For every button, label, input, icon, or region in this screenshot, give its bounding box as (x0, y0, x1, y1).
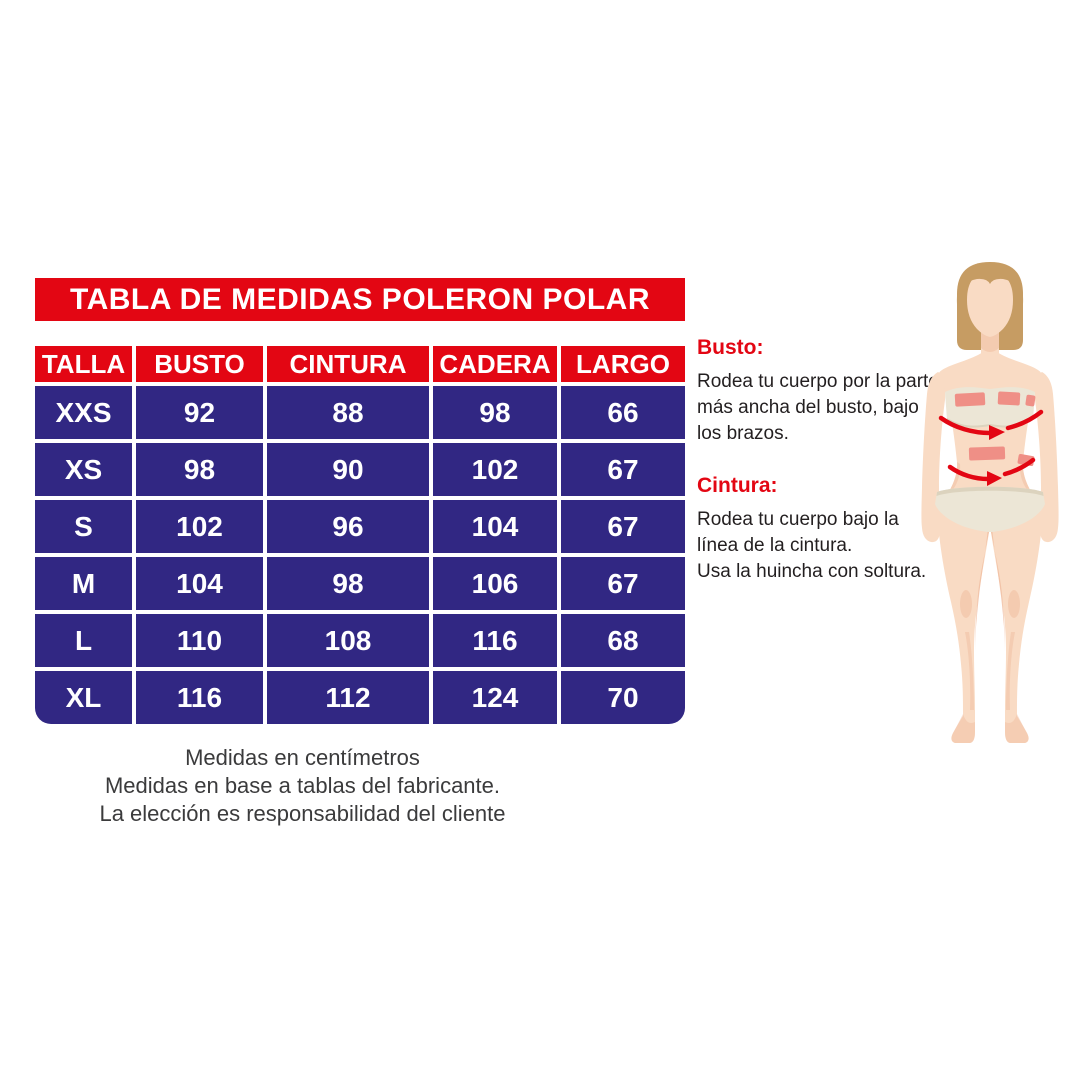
header-cell-cadera: CADERA (433, 346, 557, 382)
waist-instruction-block: Cintura: Rodea tu cuerpo bajo la línea d… (697, 474, 941, 585)
value-cell: 110 (136, 614, 263, 667)
bust-instruction-text: Rodea tu cuerpo por la parte más ancha d… (697, 371, 939, 444)
bust-tape-segment-3 (1025, 394, 1036, 407)
bust-measure-arrow (938, 409, 1044, 440)
left-shin-shadow (965, 632, 974, 710)
header-cell-talla: TALLA (35, 346, 132, 382)
value-cell: 66 (561, 386, 685, 439)
hair-front (956, 264, 1024, 304)
bust-heading: Busto: (697, 336, 764, 359)
waist-heading: Cintura: (697, 474, 778, 497)
waist-measure-arrow (947, 457, 1036, 486)
size-cell: L (35, 614, 132, 667)
size-cell: XXS (35, 386, 132, 439)
right-foot-shadow (1005, 714, 1029, 743)
value-cell: 98 (267, 557, 429, 610)
value-cell: 98 (136, 443, 263, 496)
value-cell: 68 (561, 614, 685, 667)
measuring-instructions: Busto: Rodea tu cuerpo por la parte más … (697, 336, 941, 585)
right-leg (990, 507, 1043, 743)
value-cell: 102 (136, 500, 263, 553)
value-cell: 92 (136, 386, 263, 439)
value-cell: 104 (433, 500, 557, 553)
woman-figure-illustration (895, 252, 1080, 752)
value-cell: 106 (433, 557, 557, 610)
value-cell: 102 (433, 443, 557, 496)
underwear (935, 486, 1045, 532)
footnote-units: Medidas en centímetros (185, 745, 420, 770)
footnote-source: Medidas en base a tablas del fabricante. (104, 773, 501, 798)
value-cell: 88 (267, 386, 429, 439)
left-foot-shadow (951, 714, 975, 743)
header-cell-largo: LARGO (561, 346, 685, 382)
right-knee-shadow (1008, 590, 1020, 618)
value-cell: 98 (433, 386, 557, 439)
waist-instruction-text-1: Rodea tu cuerpo bajo la línea de la cint… (697, 509, 899, 556)
waist-shadow (945, 462, 961, 498)
value-cell: 96 (267, 500, 429, 553)
size-chart-title: TABLA DE MEDIDAS POLERON POLAR (35, 278, 685, 321)
bust-tape-segment-2 (997, 391, 1021, 406)
waist-instruction-text-2: Usa la huincha con soltura. (697, 561, 927, 582)
value-cell: 116 (433, 614, 557, 667)
value-cell: 67 (561, 557, 685, 610)
left-leg (937, 507, 990, 743)
header-cell-cintura: CINTURA (267, 346, 429, 382)
size-cell: S (35, 500, 132, 553)
face (967, 272, 1013, 337)
size-table: TALLA BUSTO CINTURA CADERA LARGO XXS 92 … (35, 346, 685, 724)
value-cell: 90 (267, 443, 429, 496)
value-cell: 70 (561, 671, 685, 724)
value-cell: 104 (136, 557, 263, 610)
footnotes: Medidas en centímetros Medidas en base a… (35, 744, 570, 828)
left-knee-shadow (960, 590, 972, 618)
bust-tape-segment-1 (954, 392, 986, 407)
value-cell: 108 (267, 614, 429, 667)
value-cell: 67 (561, 443, 685, 496)
footnote-disclaimer: La elección es responsabilidad del clien… (99, 801, 506, 826)
size-cell: M (35, 557, 132, 610)
header-cell-busto: BUSTO (136, 346, 263, 382)
size-cell: XS (35, 443, 132, 496)
bust-instruction-block: Busto: Rodea tu cuerpo por la parte más … (697, 336, 941, 447)
woman-figure-svg (921, 262, 1059, 743)
value-cell: 124 (433, 671, 557, 724)
value-cell: 67 (561, 500, 685, 553)
value-cell: 112 (267, 671, 429, 724)
waist-tape-segment-1 (968, 446, 1006, 461)
size-cell: XL (35, 671, 132, 724)
right-shin-shadow (1006, 632, 1015, 710)
underwear-waistband-shadow (936, 486, 1044, 496)
value-cell: 116 (136, 671, 263, 724)
